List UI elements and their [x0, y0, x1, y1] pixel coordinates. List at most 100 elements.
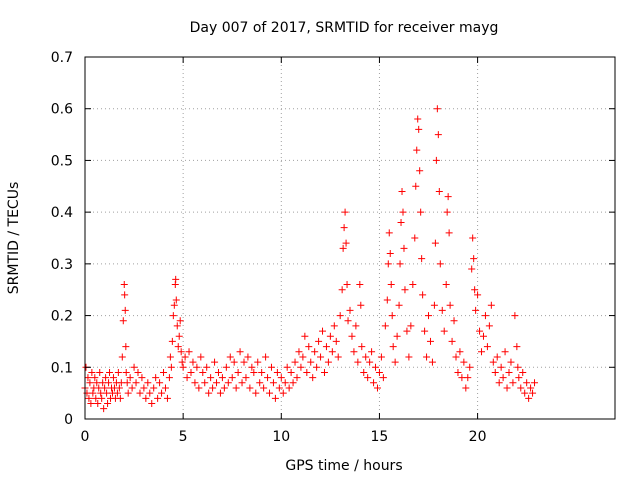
data-point: [431, 239, 439, 247]
data-point: [207, 374, 215, 382]
data-point: [99, 379, 107, 387]
data-point: [120, 281, 128, 289]
data-point: [462, 384, 470, 392]
data-point: [372, 363, 380, 371]
data-point: [448, 337, 456, 345]
data-point: [354, 358, 362, 366]
y-axis-label: SRMTID / TECUs: [6, 182, 22, 295]
data-point: [88, 368, 96, 376]
data-point: [216, 389, 224, 397]
data-point: [507, 358, 515, 366]
data-point: [172, 296, 180, 304]
data-point: [435, 187, 443, 195]
data-point: [391, 358, 399, 366]
data-point: [152, 374, 160, 382]
data-point: [224, 379, 232, 387]
data-point: [93, 379, 101, 387]
data-point: [352, 322, 360, 330]
data-point: [156, 379, 164, 387]
data-point: [489, 358, 497, 366]
data-point: [94, 399, 102, 407]
data-point: [517, 384, 525, 392]
data-point: [360, 368, 368, 376]
data-point: [403, 327, 411, 335]
grid: [85, 57, 615, 419]
data-point: [106, 368, 114, 376]
x-tick-label: 10: [272, 429, 290, 445]
data-point: [305, 343, 313, 351]
data-point: [493, 353, 501, 361]
data-point: [126, 374, 134, 382]
data-point: [466, 363, 474, 371]
data-point: [167, 363, 175, 371]
data-point: [442, 281, 450, 289]
data-point: [423, 353, 431, 361]
data-point: [232, 384, 240, 392]
x-axis-label: GPS time / hours: [285, 458, 402, 474]
data-point: [421, 327, 429, 335]
data-point: [169, 312, 177, 320]
data-point: [472, 306, 480, 314]
data-point: [140, 384, 148, 392]
data-point: [433, 105, 441, 113]
data-point: [440, 327, 448, 335]
data-point: [85, 394, 93, 402]
data-point: [299, 353, 307, 361]
data-point: [209, 384, 217, 392]
data-point: [113, 389, 121, 397]
data-point: [189, 358, 197, 366]
data-point: [146, 389, 154, 397]
data-point: [315, 337, 323, 345]
data-point: [446, 301, 454, 309]
data-point: [383, 296, 391, 304]
data-point: [115, 384, 123, 392]
data-point: [172, 275, 180, 283]
data-point: [89, 389, 97, 397]
data-point: [479, 332, 487, 340]
plot-frame: [84, 56, 616, 420]
data-point: [366, 358, 374, 366]
data-point: [385, 229, 393, 237]
data-point: [285, 384, 293, 392]
data-point: [121, 306, 129, 314]
data-point: [266, 389, 274, 397]
data-point: [179, 363, 187, 371]
data-point: [165, 374, 173, 382]
data-point: [291, 358, 299, 366]
x-tick-label: 0: [81, 429, 90, 445]
data-point: [434, 131, 442, 139]
data-point: [84, 374, 92, 382]
data-point: [519, 368, 527, 376]
data-point: [134, 368, 142, 376]
data-point: [322, 343, 330, 351]
data-point: [181, 353, 189, 361]
data-point: [92, 394, 100, 402]
data-point: [264, 374, 272, 382]
data-point: [445, 229, 453, 237]
data-point: [303, 368, 311, 376]
data-point: [136, 389, 144, 397]
data-point: [485, 322, 493, 330]
data-point: [417, 208, 425, 216]
data-point: [122, 343, 130, 351]
data-point: [193, 363, 201, 371]
data-point: [405, 353, 413, 361]
data-point: [487, 301, 495, 309]
y-tick-label: 0.1: [51, 360, 73, 376]
data-point: [399, 208, 407, 216]
y-tick-label: 0.5: [51, 153, 73, 169]
data-point: [197, 353, 205, 361]
data-point: [505, 368, 513, 376]
data-point: [525, 394, 533, 402]
data-point: [195, 384, 203, 392]
data-points: [81, 105, 539, 413]
data-point: [409, 281, 417, 289]
x-tick-label: 20: [469, 429, 487, 445]
data-point: [454, 368, 462, 376]
data-point: [128, 384, 136, 392]
data-point: [411, 234, 419, 242]
data-point: [478, 348, 486, 356]
data-point: [324, 358, 332, 366]
data-point: [258, 368, 266, 376]
